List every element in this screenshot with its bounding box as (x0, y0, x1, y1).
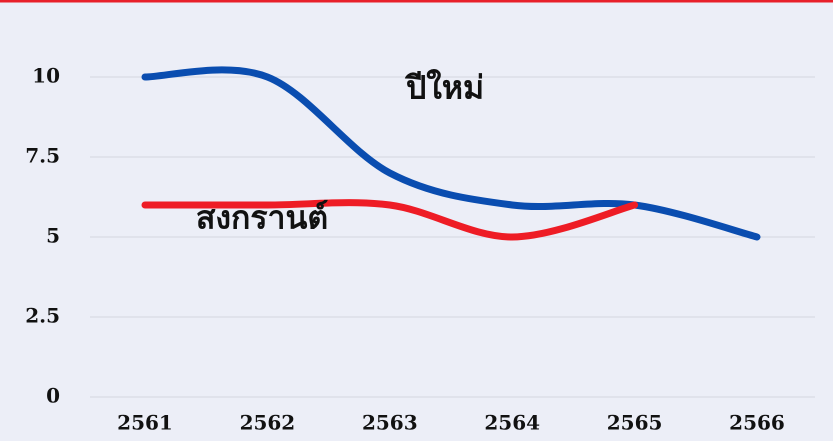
x-tick-label: 2562 (240, 411, 296, 435)
series-line (141, 199, 639, 241)
y-tick-label: 0 (46, 384, 60, 408)
frame (0, 0, 833, 3)
x-tick-label: 2564 (484, 411, 540, 435)
x-tick-label: 2565 (607, 411, 663, 435)
x-tick-label: 2566 (729, 411, 785, 435)
series-label: ปีใหม่ (404, 69, 484, 107)
x-tick-label: 2561 (117, 411, 173, 435)
y-tick-label: 2.5 (25, 304, 60, 328)
x-tick-label: 2563 (362, 411, 418, 435)
series-line (141, 66, 761, 241)
y-tick-label: 10 (32, 64, 60, 88)
series-label: สงกรานต์ (196, 199, 328, 237)
y-tick-label: 7.5 (25, 144, 60, 168)
y-tick-label: 5 (46, 224, 60, 248)
